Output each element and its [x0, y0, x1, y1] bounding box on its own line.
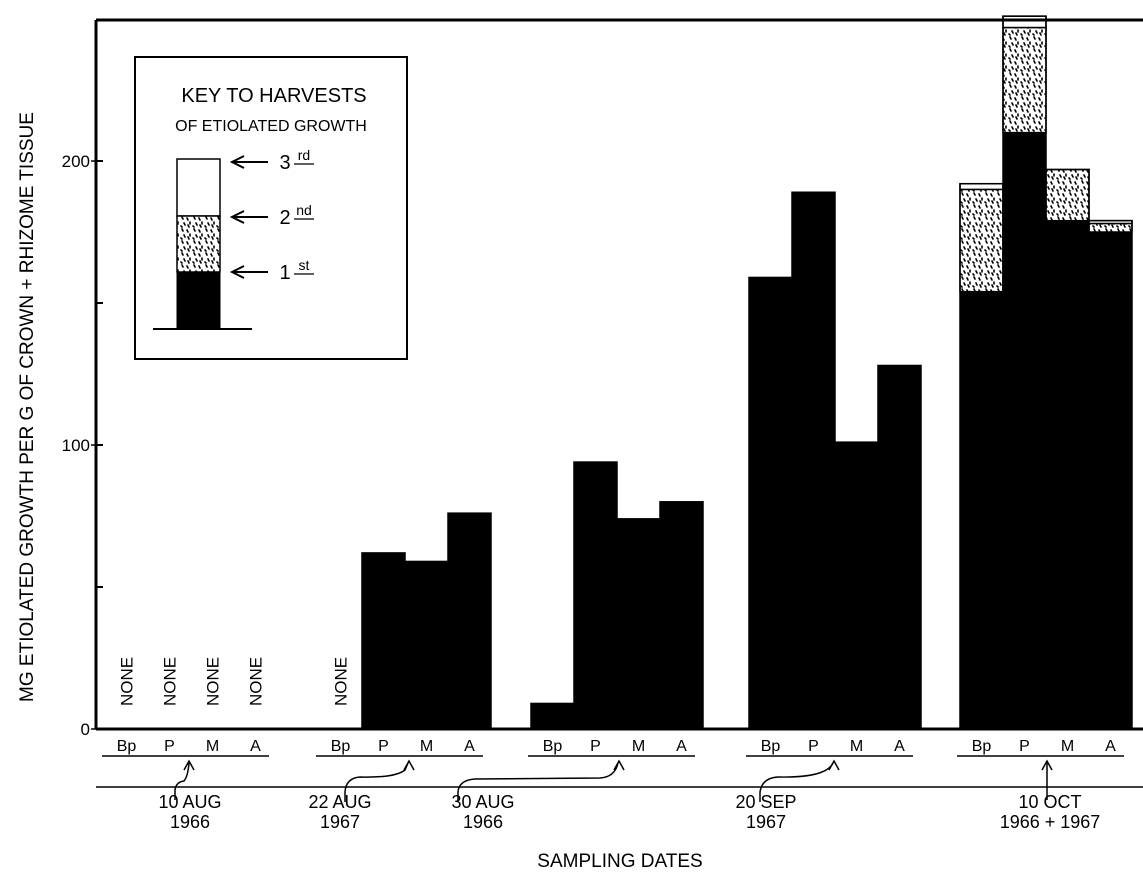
arrowhead: [1041, 759, 1053, 771]
bar-1st-A: [878, 365, 921, 729]
category-label: P: [378, 738, 389, 755]
date-label: 30 AUG: [451, 792, 514, 812]
category-label: Bp: [117, 738, 137, 755]
year-label: 1967: [746, 812, 786, 832]
bar-2nd-P: [1002, 26, 1047, 134]
legend-entry-suffix: rd: [298, 147, 310, 163]
date-label: 20 SEP: [735, 792, 796, 812]
date-connector-arrow: [457, 762, 619, 802]
bar-1st-Bp: [960, 291, 1003, 729]
legend-swatch-3rd: [176, 158, 221, 217]
legend-title: KEY TO HARVESTS: [181, 85, 366, 107]
date-label: 10 AUG: [158, 792, 221, 812]
category-label: A: [464, 738, 475, 755]
arrowhead: [613, 759, 625, 771]
legend-box: KEY TO HARVESTS OF ETIOLATED GROWTH 3 rd 2 nd…: [134, 56, 408, 360]
bar-1st-P: [792, 192, 835, 730]
y-axis-label: MG ETIOLATED GROWTH PER G OF CROWN + RHI…: [17, 112, 38, 702]
axes-layer: [91, 18, 1143, 802]
y-tick-label: 0: [81, 720, 90, 739]
category-label: M: [206, 738, 219, 755]
category-label: Bp: [761, 738, 781, 755]
legend-entry-number: 1: [279, 262, 290, 284]
none-label: NONE: [204, 657, 223, 706]
none-label: NONE: [118, 657, 137, 706]
year-label: 1967: [320, 812, 360, 832]
bar-1st-M: [405, 561, 448, 729]
year-label: 1966: [170, 812, 210, 832]
legend-swatch-1st: [176, 271, 221, 330]
category-label: A: [894, 738, 905, 755]
x-axis-label: SAMPLING DATES: [537, 851, 702, 872]
arrowhead: [403, 759, 415, 771]
bar-1st-M: [1046, 220, 1089, 729]
category-label: Bp: [331, 738, 351, 755]
category-label: P: [1019, 738, 1030, 755]
date-connector-arrow: [759, 762, 834, 802]
bar-1st-A: [448, 513, 491, 729]
bar-2nd-Bp: [959, 188, 1004, 293]
bar-1st-P: [362, 552, 405, 729]
legend-swatch-2nd: [176, 215, 221, 273]
bar-2nd-A: [1088, 222, 1133, 233]
text-layer: NONE NONE NONE NONE NONE 0 100 200 MG ETIOLATED …: [17, 112, 1116, 872]
bar-1st-P: [574, 462, 617, 729]
category-label: M: [1061, 738, 1074, 755]
legend-arrowhead: [229, 265, 245, 279]
legend-arrowhead: [229, 210, 245, 224]
y-tick-label: 100: [62, 436, 90, 455]
bar-3rd-P: [1002, 15, 1047, 29]
category-label: M: [420, 738, 433, 755]
bar-1st-P: [1003, 132, 1046, 730]
year-label: 1966: [463, 812, 503, 832]
category-label: P: [808, 738, 819, 755]
legend-entry-suffix: nd: [296, 202, 312, 218]
bar-1st-M: [835, 442, 878, 729]
date-connector-arrow: [174, 762, 190, 800]
category-label: P: [164, 738, 175, 755]
bar-1st-A: [1089, 232, 1132, 729]
date-connector-arrow: [344, 762, 409, 802]
arrowhead: [183, 759, 195, 771]
bar-3rd-Bp: [959, 182, 1004, 191]
none-label: NONE: [161, 657, 180, 706]
legend-arrowhead: [229, 155, 245, 169]
legend-entry-suffix: st: [299, 257, 310, 273]
bar-1st-A: [660, 501, 703, 729]
date-label: 10 OCT: [1018, 792, 1081, 812]
category-label: P: [590, 738, 601, 755]
year-label: 1966 + 1967: [1000, 812, 1101, 832]
date-label: 22 AUG: [308, 792, 371, 812]
legend-entry-number: 2: [279, 207, 290, 229]
none-label: NONE: [247, 657, 266, 706]
category-label: M: [632, 738, 645, 755]
category-label: M: [850, 738, 863, 755]
category-label: A: [250, 738, 261, 755]
bar-1st-Bp: [531, 703, 574, 729]
category-label: Bp: [543, 738, 563, 755]
bars-layer: [361, 15, 1133, 730]
legend-subtitle: OF ETIOLATED GROWTH: [175, 118, 367, 135]
bar-1st-Bp: [749, 277, 792, 729]
category-label: Bp: [972, 738, 992, 755]
y-tick-label: 200: [62, 152, 90, 171]
arrowhead: [828, 759, 840, 771]
legend-entry-number: 3: [279, 152, 290, 174]
bar-2nd-M: [1045, 168, 1090, 222]
category-label: A: [676, 738, 687, 755]
none-label: NONE: [332, 657, 351, 706]
category-label: A: [1105, 738, 1116, 755]
bar-1st-M: [617, 518, 660, 729]
